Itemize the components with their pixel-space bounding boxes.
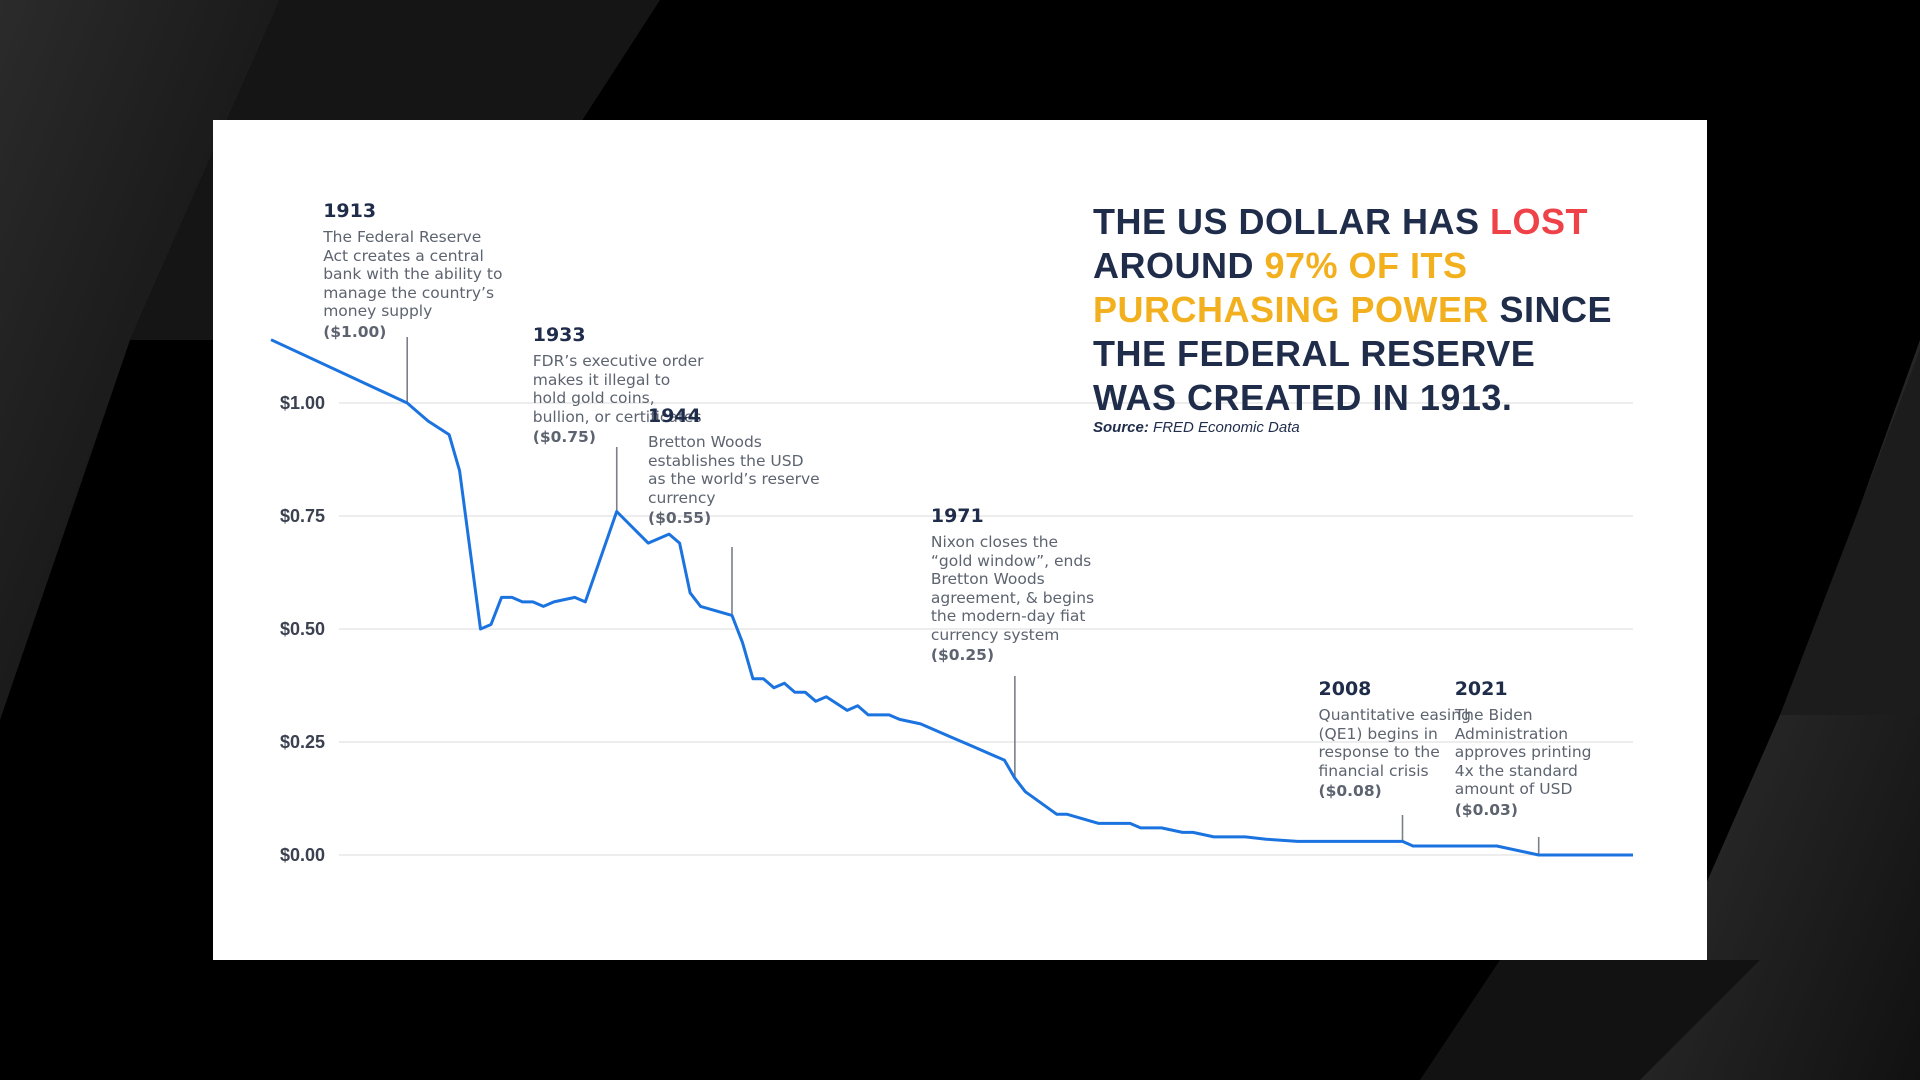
annotation-1933: 1933 FDR’s executive order makes it illeg… [533, 324, 704, 446]
annotation-value: ($0.08) [1318, 782, 1382, 800]
headline-lost: LOST [1490, 201, 1589, 242]
source-label: Source: [1093, 419, 1149, 436]
headline-part2: AROUND [1093, 245, 1265, 286]
annotation-description: Bretton Woods establishes the USD as the… [647, 433, 820, 507]
y-tick-label: $0.00 [280, 845, 325, 865]
y-tick-label: $1.00 [280, 393, 325, 413]
annotation-year: 1933 [532, 324, 586, 346]
annotation-1971: 1971 Nixon closes the “gold window”, ends… [931, 505, 1094, 664]
headline-part1: THE US DOLLAR HAS [1093, 201, 1491, 242]
source-note: Source: FRED Economic Data [1093, 419, 1300, 436]
annotation-description: Quantitative easing (QE1) begins in resp… [1318, 706, 1471, 780]
annotation-value: ($0.55) [647, 509, 712, 527]
chart-card: $0.00 $0.25 $0.50 $0.75 $1.00 1913 The Federa… [213, 120, 1707, 960]
annotation-value: ($0.03) [1454, 800, 1518, 819]
annotation-value: ($0.75) [532, 428, 596, 446]
annotation-1944: 1944 Bretton Woods establishes the USD as… [648, 405, 820, 527]
annotation-2008: 2008 Quantitative easing (QE1) begins in … [1319, 678, 1471, 800]
annotation-value: ($0.25) [930, 646, 995, 664]
annotation-year: 2008 [1318, 678, 1372, 700]
annotation-2021: 2021 The Biden Administration approves pr… [1455, 678, 1592, 819]
annotation-year: 2021 [1454, 678, 1508, 700]
headline-part3: SINCE THE FEDERAL RESERVE WAS CREATED IN… [1093, 289, 1613, 418]
line-chart: $0.00 $0.25 $0.50 $0.75 $1.00 [270, 337, 1633, 865]
annotation-year: 1913 [323, 200, 377, 222]
source-text: FRED Economic Data [1153, 419, 1300, 436]
y-tick-label: $0.75 [280, 506, 325, 526]
annotation-description: The Biden Administration approves printi… [1454, 706, 1592, 798]
series-line [270, 338, 1633, 857]
annotation-description: FDR’s executive order makes it illegal t… [532, 352, 704, 426]
annotation-year: 1944 [647, 405, 701, 427]
headline-percentage: 97% OF ITS PURCHASING POWER [1093, 245, 1490, 330]
annotation-description: Nixon closes the “gold window”, ends Bre… [930, 533, 1095, 644]
annotation-description: The Federal Reserve Act creates a centra… [323, 228, 503, 320]
annotation-1913: 1913 The Federal Reserve Act creates a ce… [323, 200, 502, 341]
y-tick-label: $0.25 [280, 732, 325, 752]
annotation-year: 1971 [930, 505, 984, 527]
annotation-value: ($1.00) [323, 322, 387, 341]
y-tick-label: $0.50 [280, 619, 325, 639]
headline: THE US DOLLAR HAS LOST AROUND 97% OF ITS… [1093, 200, 1623, 420]
